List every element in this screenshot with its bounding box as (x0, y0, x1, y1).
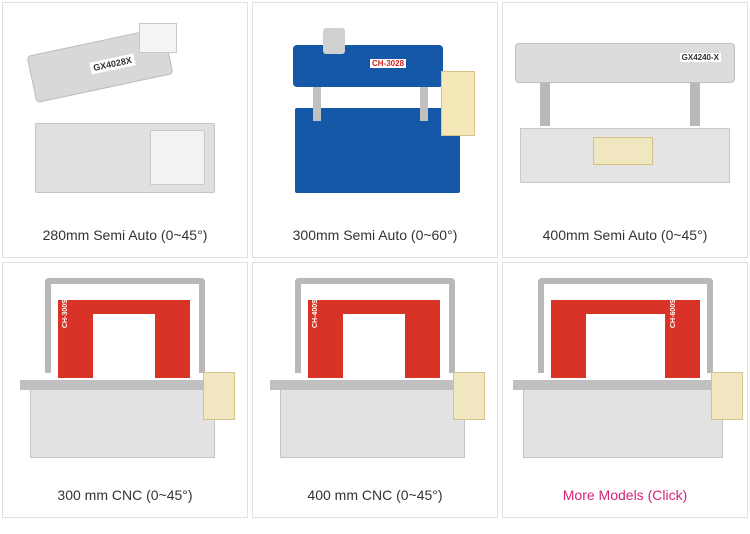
product-grid: GX4028X 280mm Semi Auto (0~45°) CH-3028 … (0, 0, 750, 520)
product-image: CH-400SA (253, 263, 497, 473)
product-card[interactable]: CH-600SA More Models (Click) (502, 262, 748, 518)
model-badge: CH-3028 (370, 59, 406, 68)
machine-illustration: CH-300SA (20, 278, 230, 458)
model-badge: CH-600SA (670, 294, 677, 328)
product-image: GX4028X (3, 3, 247, 213)
product-image: CH-300SA (3, 263, 247, 473)
model-badge: CH-300SA (62, 294, 69, 328)
product-card[interactable]: CH-3028 300mm Semi Auto (0~60°) (252, 2, 498, 258)
machine-illustration: GX4028X (25, 23, 225, 193)
product-card[interactable]: GX4028X 280mm Semi Auto (0~45°) (2, 2, 248, 258)
product-caption: 400mm Semi Auto (0~45°) (503, 213, 747, 257)
product-caption: 280mm Semi Auto (0~45°) (3, 213, 247, 257)
product-caption: 300mm Semi Auto (0~60°) (253, 213, 497, 257)
product-card[interactable]: GX4240-X 400mm Semi Auto (0~45°) (502, 2, 748, 258)
machine-illustration: CH-600SA (513, 278, 738, 458)
model-badge: CH-400SA (312, 294, 319, 328)
machine-illustration: CH-400SA (270, 278, 480, 458)
product-image: CH-3028 (253, 3, 497, 213)
product-card[interactable]: CH-300SA 300 mm CNC (0~45°) (2, 262, 248, 518)
machine-illustration: GX4240-X (515, 33, 735, 183)
product-caption: 400 mm CNC (0~45°) (253, 473, 497, 517)
model-badge: GX4240-X (680, 53, 721, 62)
machine-illustration: CH-3028 (275, 23, 475, 193)
product-card[interactable]: CH-400SA 400 mm CNC (0~45°) (252, 262, 498, 518)
product-caption-more[interactable]: More Models (Click) (503, 473, 747, 517)
product-image: GX4240-X (503, 3, 747, 213)
product-image: CH-600SA (503, 263, 747, 473)
product-caption: 300 mm CNC (0~45°) (3, 473, 247, 517)
